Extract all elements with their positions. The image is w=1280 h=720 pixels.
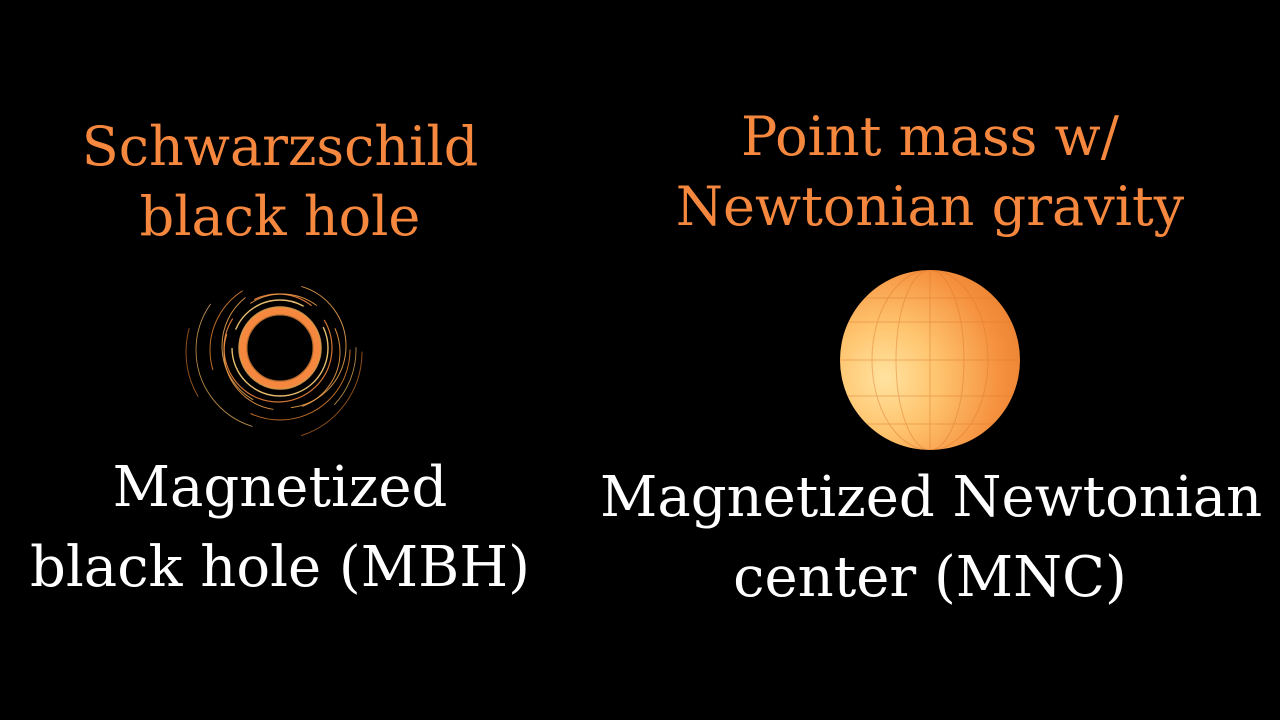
sphere-body bbox=[840, 270, 1020, 450]
photon-ring-arc-3 bbox=[221, 283, 347, 409]
event-horizon bbox=[248, 316, 312, 380]
photon-ring-arc-1 bbox=[209, 279, 351, 421]
point-mass-title-line-1: Point mass w/ bbox=[741, 105, 1119, 168]
photon-ring-arc-6 bbox=[223, 293, 341, 411]
black-hole-ring-icon bbox=[185, 263, 363, 441]
mnc-caption-line-1: Magnetized Newtonian bbox=[600, 465, 1263, 530]
photon-ring-arc-4 bbox=[195, 269, 357, 431]
mnc-caption-line-2: center (MNC) bbox=[733, 545, 1127, 610]
orange-sphere-icon bbox=[840, 270, 1020, 450]
schwarzschild-title-line-2: black hole bbox=[139, 185, 421, 248]
point-mass-title-line-2: Newtonian gravity bbox=[675, 175, 1185, 238]
photon-ring-arc-2 bbox=[185, 263, 363, 441]
mbh-caption: Magnetized black hole (MBH) bbox=[20, 448, 540, 608]
schwarzschild-title-line-1: Schwarzschild bbox=[81, 115, 479, 178]
mnc-caption: Magnetized Newtonian center (MNC) bbox=[600, 458, 1263, 618]
mbh-caption-line-2: black hole (MBH) bbox=[30, 535, 530, 600]
point-mass-title: Point mass w/ Newtonian gravity bbox=[610, 102, 1250, 242]
photon-ring-arc-5 bbox=[231, 299, 329, 397]
mbh-caption-line-1: Magnetized bbox=[112, 455, 448, 520]
photon-ring-inner-glow bbox=[246, 314, 314, 382]
photon-ring-glow bbox=[238, 306, 322, 390]
schwarzschild-title: Schwarzschild black hole bbox=[40, 112, 520, 252]
photon-ring-main bbox=[239, 307, 321, 389]
